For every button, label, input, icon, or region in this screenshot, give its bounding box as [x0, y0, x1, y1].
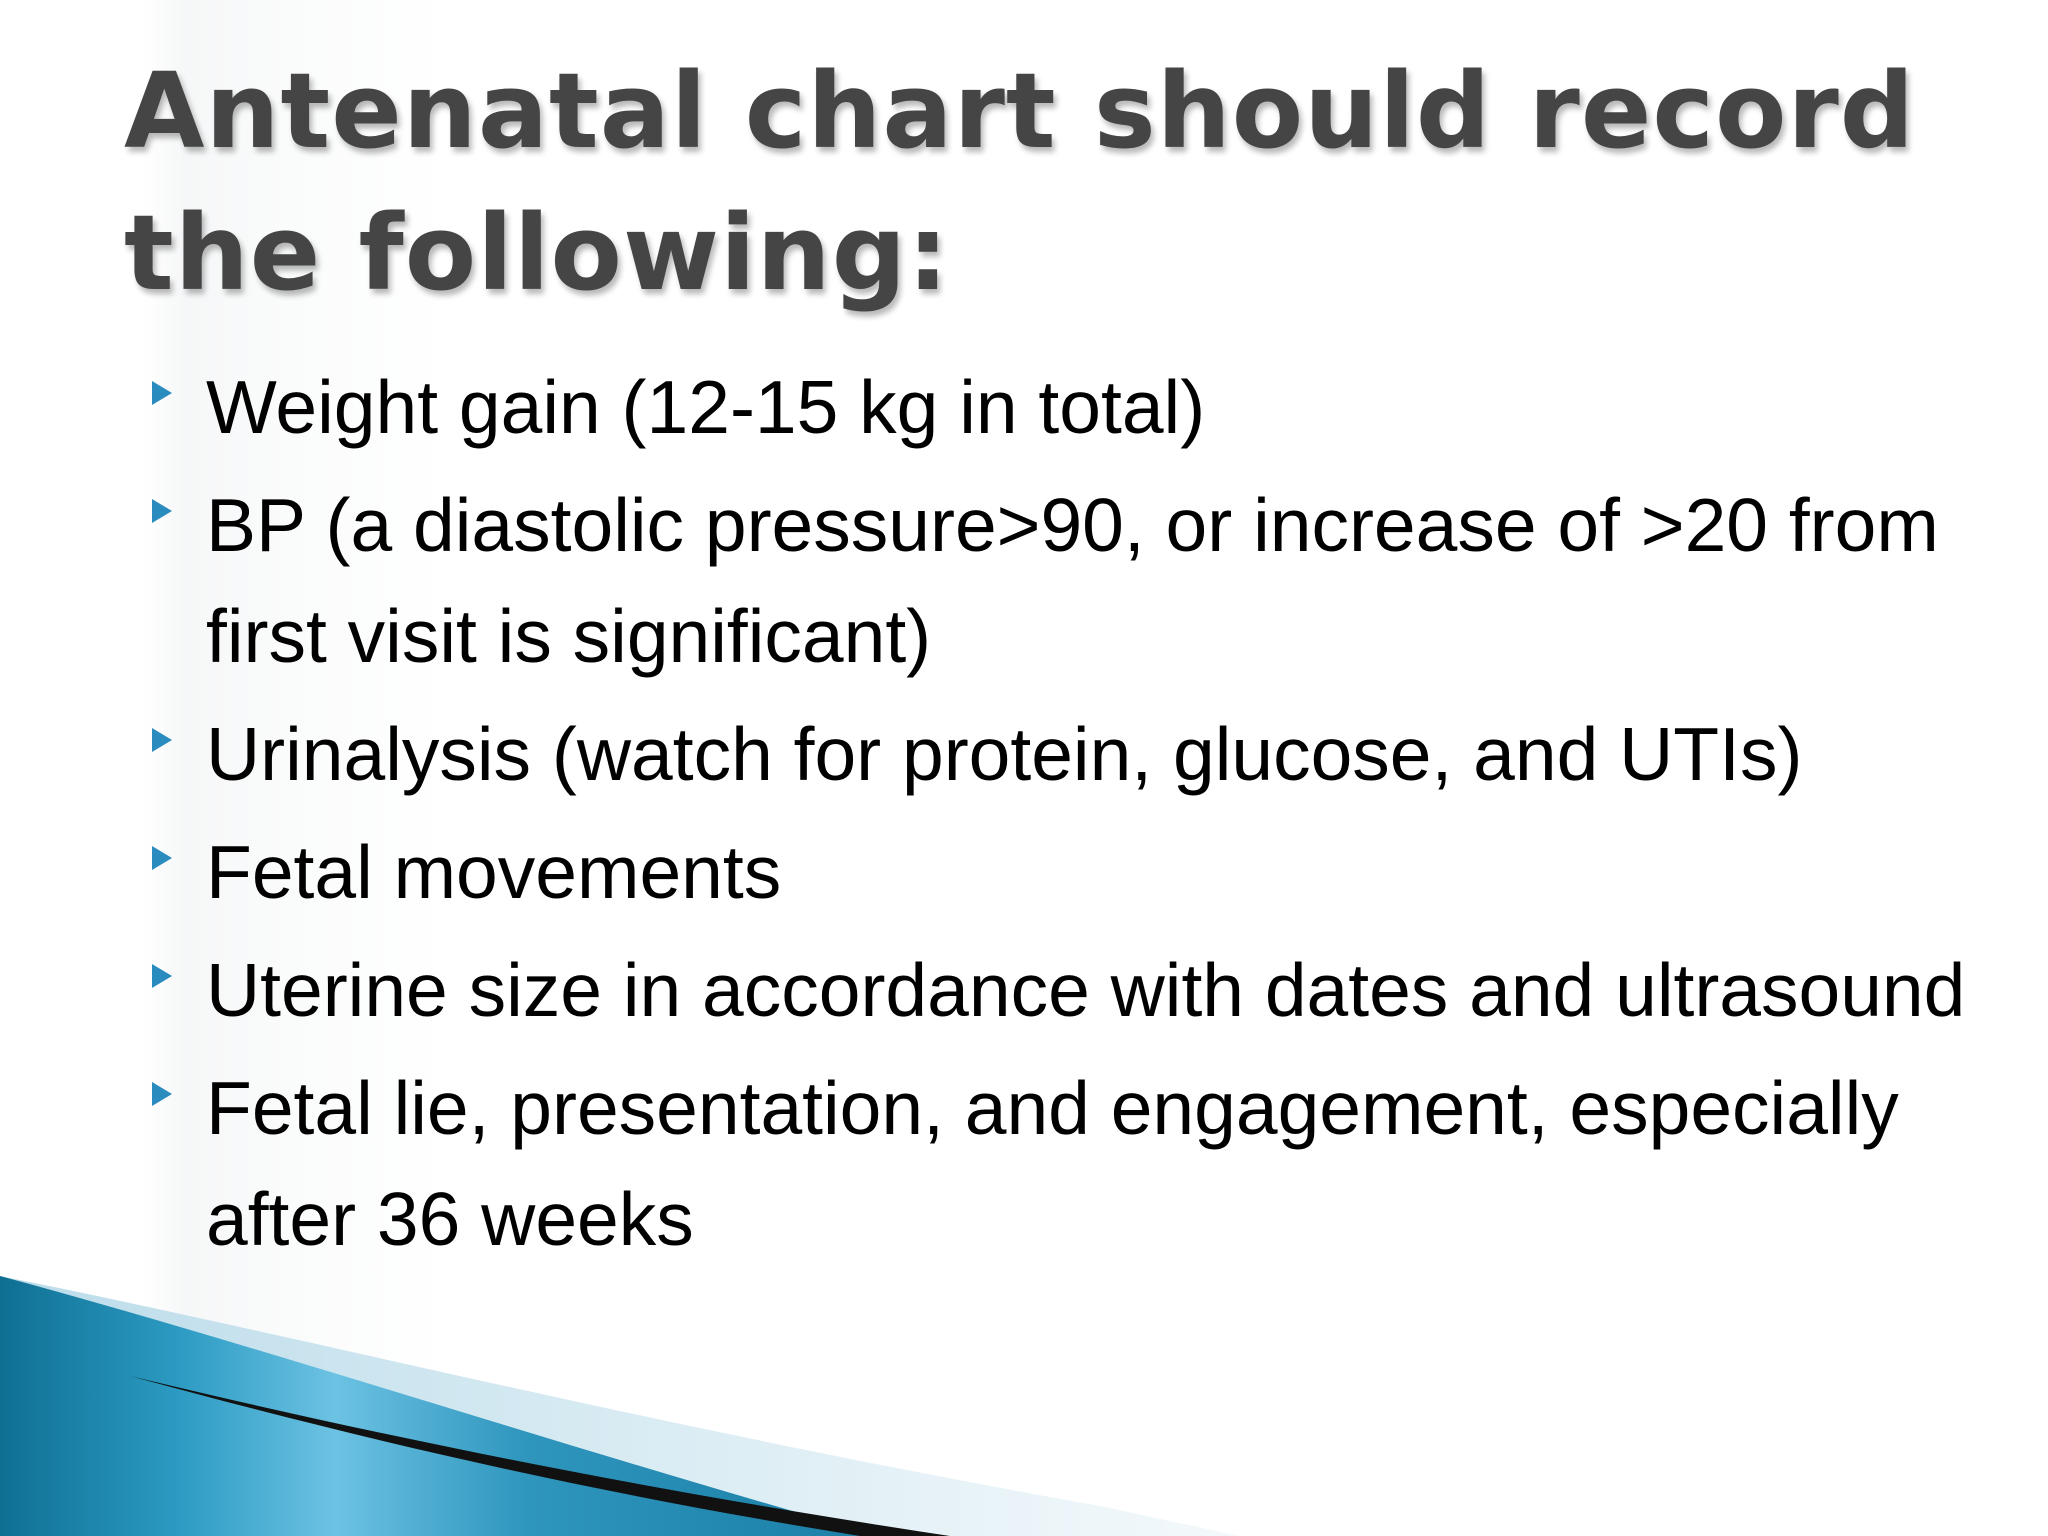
bullet-text: Uterine size in accordance with dates an… [206, 948, 1966, 1032]
list-item: BP (a diastolic pressure>90, or increase… [150, 470, 2010, 692]
triangle-bullet-icon [152, 381, 172, 405]
list-item: Urinalysis (watch for protein, glucose, … [150, 699, 2010, 810]
triangle-bullet-icon [152, 499, 172, 523]
list-item: Fetal lie, presentation, and engagement,… [150, 1053, 2010, 1275]
bullet-text: BP (a diastolic pressure>90, or increase… [206, 483, 1939, 678]
bullet-text: Fetal movements [206, 830, 782, 914]
slide-title: Antenatal chart should record the follow… [124, 50, 1916, 314]
triangle-bullet-icon [152, 964, 172, 988]
triangle-bullet-icon [152, 728, 172, 752]
bullet-text: Urinalysis (watch for protein, glucose, … [206, 712, 1803, 796]
bullet-list: Weight gain (12-15 kg in total) BP (a di… [150, 352, 2010, 1282]
list-item: Uterine size in accordance with dates an… [150, 935, 2010, 1046]
corner-wave-decoration [0, 1276, 1240, 1536]
bullet-text: Fetal lie, presentation, and engagement,… [206, 1066, 1899, 1261]
list-item: Fetal movements [150, 817, 2010, 928]
triangle-bullet-icon [152, 846, 172, 870]
bullet-text: Weight gain (12-15 kg in total) [206, 365, 1206, 449]
triangle-bullet-icon [152, 1082, 172, 1106]
list-item: Weight gain (12-15 kg in total) [150, 352, 2010, 463]
